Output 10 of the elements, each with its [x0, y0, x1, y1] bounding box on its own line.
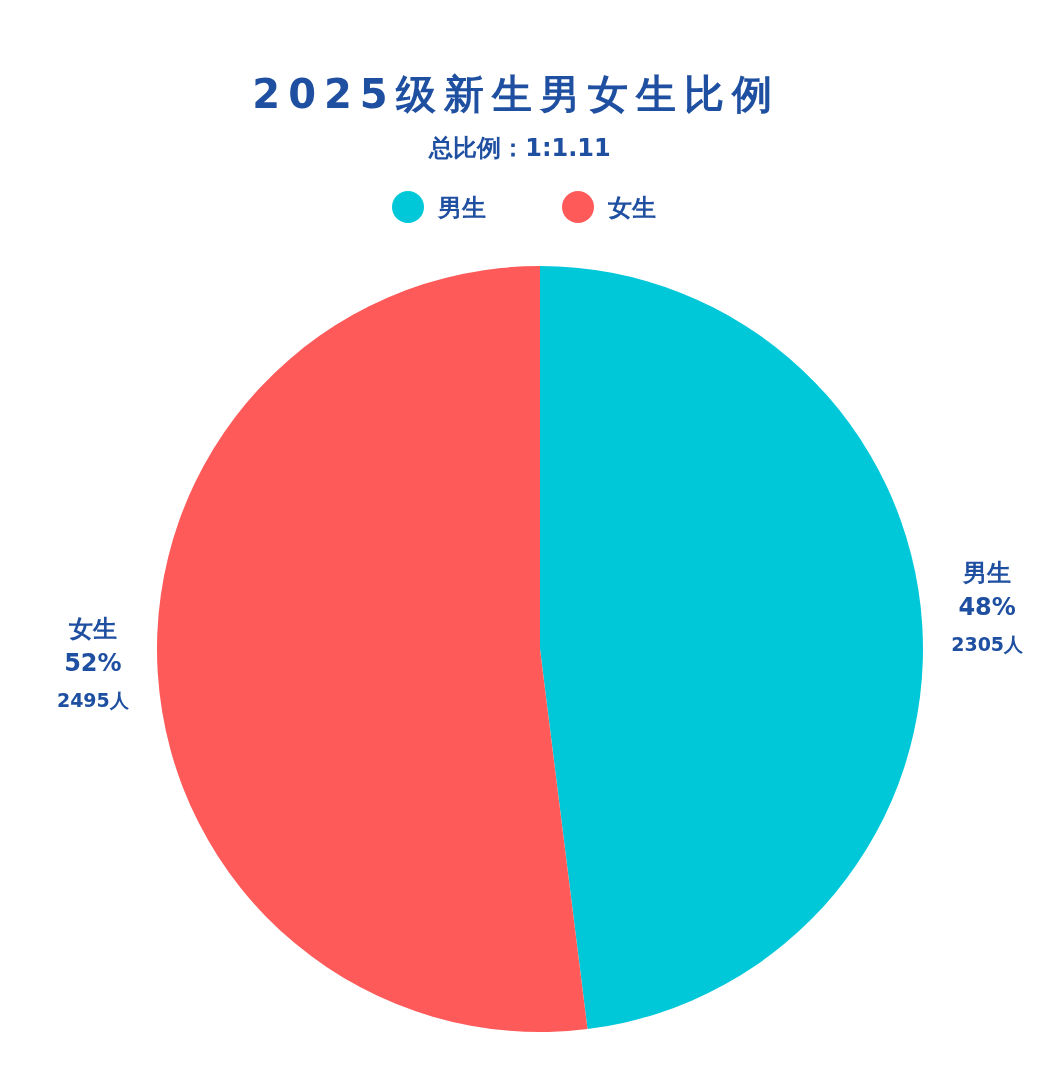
- chart-title: 2025级新生男女生比例: [252, 71, 780, 117]
- slice-label: 男生: [962, 559, 1012, 588]
- data-label: 48% 2305人: [951, 593, 1025, 656]
- data-label: 52% 2495人: [56, 648, 130, 711]
- chart-subtitle: 总比例：1:1.11: [428, 134, 611, 162]
- slice-label: 女生: [67, 614, 117, 643]
- pie-slice: [540, 266, 923, 1030]
- legend-label: 男生: [437, 194, 486, 222]
- legend-label: 女生: [607, 194, 656, 222]
- pie-slice: [157, 266, 588, 1032]
